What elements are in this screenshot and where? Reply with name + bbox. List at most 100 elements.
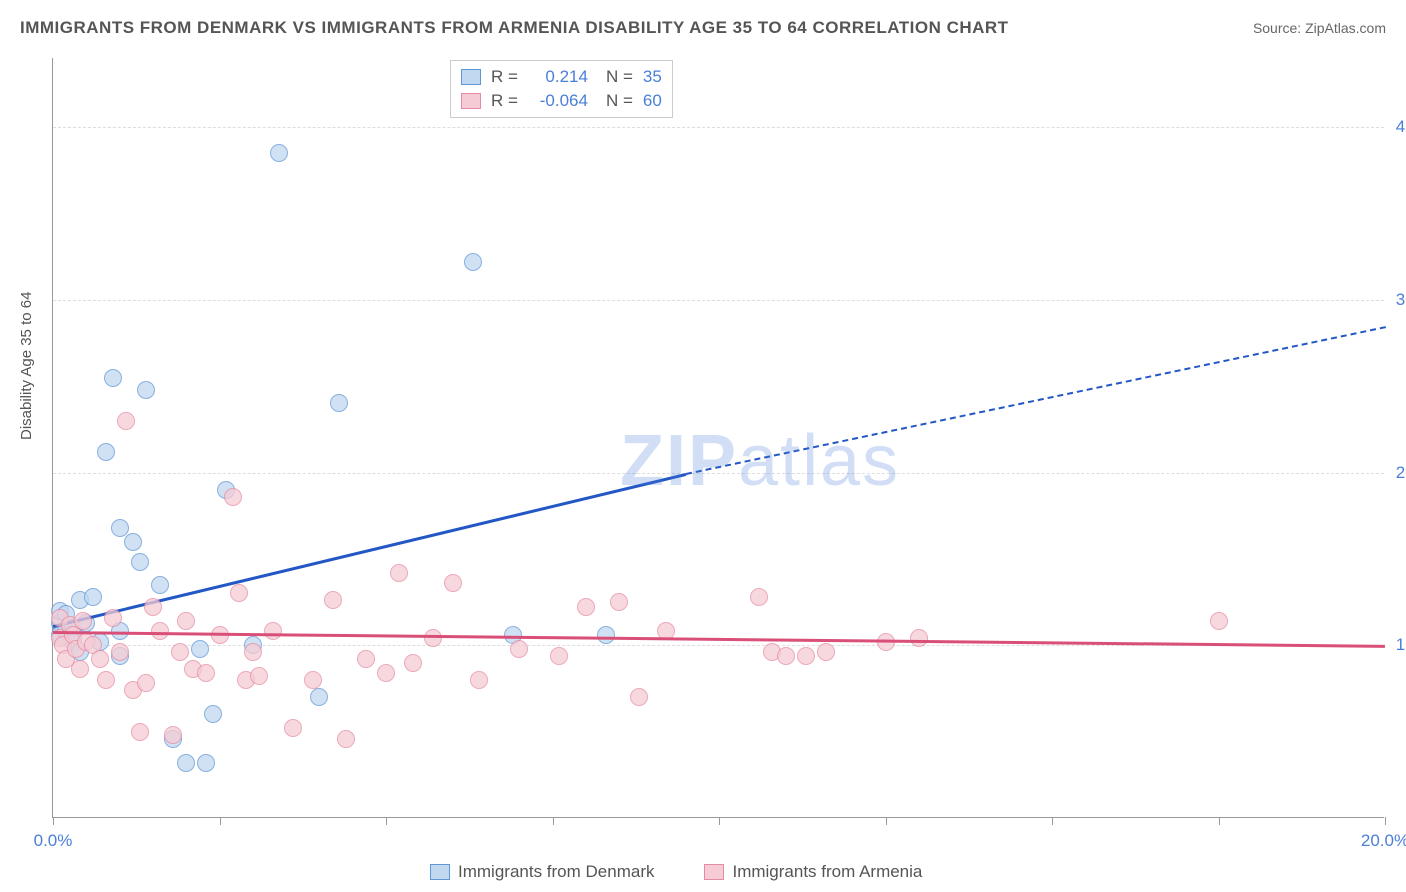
legend-item: Immigrants from Denmark <box>430 862 654 882</box>
r-value: -0.064 <box>528 91 588 111</box>
x-tick-label: 0.0% <box>34 831 73 851</box>
series-name: Immigrants from Denmark <box>458 862 654 882</box>
scatter-point <box>390 564 408 582</box>
scatter-point <box>91 650 109 668</box>
x-tick <box>1052 817 1053 825</box>
scatter-point <box>284 719 302 737</box>
scatter-point <box>144 598 162 616</box>
legend-swatch <box>430 864 450 880</box>
scatter-point <box>610 593 628 611</box>
r-value: 0.214 <box>528 67 588 87</box>
y-tick-label: 10.0% <box>1396 635 1406 655</box>
legend-item: Immigrants from Armenia <box>704 862 922 882</box>
scatter-point <box>164 726 182 744</box>
x-tick <box>1385 817 1386 825</box>
scatter-point <box>777 647 795 665</box>
scatter-point <box>74 612 92 630</box>
legend-swatch <box>461 93 481 109</box>
scatter-point <box>1210 612 1228 630</box>
scatter-point <box>817 643 835 661</box>
x-tick <box>553 817 554 825</box>
source-attribution: Source: ZipAtlas.com <box>1253 20 1386 36</box>
scatter-point <box>597 626 615 644</box>
n-value: 35 <box>643 67 662 87</box>
y-axis-label: Disability Age 35 to 64 <box>18 292 35 440</box>
r-label: R = <box>491 91 518 111</box>
x-tick <box>220 817 221 825</box>
scatter-point <box>464 253 482 271</box>
scatter-point <box>197 664 215 682</box>
scatter-point <box>71 660 89 678</box>
scatter-point <box>97 671 115 689</box>
scatter-point <box>310 688 328 706</box>
legend-swatch <box>461 69 481 85</box>
n-label: N = <box>606 91 633 111</box>
scatter-point <box>104 609 122 627</box>
scatter-point <box>117 412 135 430</box>
scatter-point <box>324 591 342 609</box>
gridline <box>53 300 1384 301</box>
correlation-legend: R = 0.214 N = 35 R = -0.064 N = 60 <box>450 60 673 118</box>
scatter-point <box>550 647 568 665</box>
legend-swatch <box>704 864 724 880</box>
x-tick <box>53 817 54 825</box>
scatter-point <box>177 612 195 630</box>
x-tick <box>886 817 887 825</box>
scatter-point <box>131 553 149 571</box>
scatter-point <box>510 640 528 658</box>
scatter-point <box>111 643 129 661</box>
y-tick-label: 30.0% <box>1396 290 1406 310</box>
y-tick-label: 20.0% <box>1396 463 1406 483</box>
scatter-point <box>424 629 442 647</box>
scatter-point <box>444 574 462 592</box>
scatter-point <box>244 643 262 661</box>
scatter-point <box>97 443 115 461</box>
r-label: R = <box>491 67 518 87</box>
scatter-chart: 10.0%20.0%30.0%40.0%0.0%20.0% <box>52 58 1384 818</box>
scatter-point <box>124 533 142 551</box>
scatter-point <box>204 705 222 723</box>
scatter-point <box>250 667 268 685</box>
trend-line <box>685 326 1385 475</box>
scatter-point <box>330 394 348 412</box>
scatter-point <box>377 664 395 682</box>
scatter-point <box>171 643 189 661</box>
scatter-point <box>104 369 122 387</box>
scatter-point <box>337 730 355 748</box>
scatter-point <box>84 588 102 606</box>
scatter-point <box>264 622 282 640</box>
x-tick <box>1219 817 1220 825</box>
x-tick-label: 20.0% <box>1361 831 1406 851</box>
scatter-point <box>137 674 155 692</box>
scatter-point <box>470 671 488 689</box>
scatter-point <box>404 654 422 672</box>
gridline <box>53 473 1384 474</box>
scatter-point <box>270 144 288 162</box>
scatter-point <box>197 754 215 772</box>
n-label: N = <box>606 67 633 87</box>
chart-title: IMMIGRANTS FROM DENMARK VS IMMIGRANTS FR… <box>20 18 1009 38</box>
gridline <box>53 127 1384 128</box>
scatter-point <box>750 588 768 606</box>
scatter-point <box>131 723 149 741</box>
legend-row: R = -0.064 N = 60 <box>461 89 662 113</box>
n-value: 60 <box>643 91 662 111</box>
scatter-point <box>357 650 375 668</box>
scatter-point <box>630 688 648 706</box>
scatter-point <box>797 647 815 665</box>
series-legend: Immigrants from Denmark Immigrants from A… <box>430 862 922 882</box>
scatter-point <box>230 584 248 602</box>
scatter-point <box>577 598 595 616</box>
x-tick <box>386 817 387 825</box>
scatter-point <box>151 576 169 594</box>
scatter-point <box>224 488 242 506</box>
scatter-point <box>177 754 195 772</box>
series-name: Immigrants from Armenia <box>732 862 922 882</box>
scatter-point <box>910 629 928 647</box>
x-tick <box>719 817 720 825</box>
scatter-point <box>304 671 322 689</box>
legend-row: R = 0.214 N = 35 <box>461 65 662 89</box>
scatter-point <box>191 640 209 658</box>
scatter-point <box>137 381 155 399</box>
y-tick-label: 40.0% <box>1396 117 1406 137</box>
